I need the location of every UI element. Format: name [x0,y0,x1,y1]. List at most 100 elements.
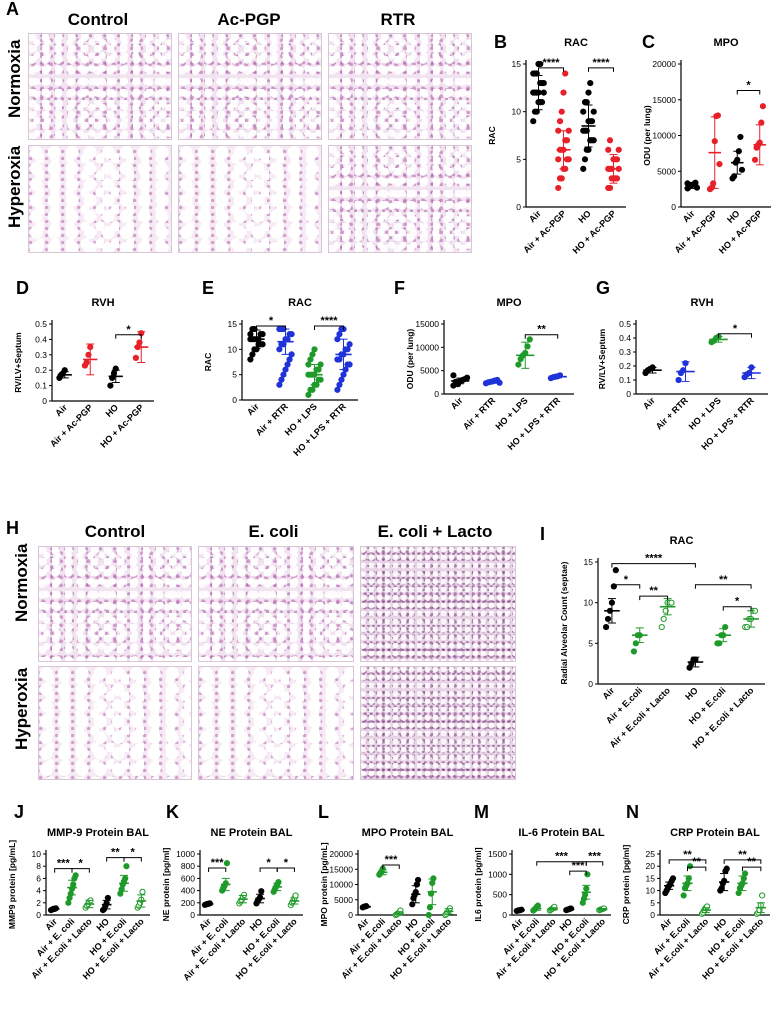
data-point [685,875,692,882]
y-tick-label: 0 [516,202,521,212]
panel-letter-a: A [6,0,19,19]
data-point [759,892,766,899]
histo-col-rtr: RTR [380,10,416,29]
data-point [307,356,314,363]
chart-c: C MPO 0 5000 10000 15000 20000 ODU (per lung) Ai… [642,32,771,256]
x-category-label: Air [245,401,261,417]
data-point [346,341,353,348]
chart-title: MPO [496,297,522,309]
significance-label: * [79,858,84,870]
significance-bracket [694,584,752,589]
data-point [309,386,316,393]
significance-label: *** [588,851,602,863]
y-tick-label: 15 [584,557,594,567]
chart-title: NE Protein BAL [211,827,293,839]
y-tick-label: 5000 [420,366,439,376]
data-point [315,366,322,373]
data-point [65,899,72,906]
y-tick-label: 0 [650,910,655,920]
significance-bracket [524,334,559,339]
data-point [275,878,282,886]
histo-col-ecoli: E. coli [248,522,299,541]
y-tick-label: 10 [512,107,522,117]
x-category-label: HO + LPS + RTR [291,401,348,458]
x-category-label: Air + RTR [461,395,498,432]
significance-label: *** [57,858,71,870]
data-point [425,911,432,919]
y-axis-label: ODU (per lung) [405,329,415,390]
data-point [590,108,597,115]
y-tick-label: 10 [584,598,594,608]
y-tick-label: 5 [588,638,593,648]
chart-title: MMP-9 Protein BAL [47,827,149,839]
significance-label: *** [385,854,399,866]
data-point [311,346,318,353]
histo-row-normoxia: Normoxia [5,39,24,118]
data-point [583,99,590,106]
data-point [72,872,79,879]
data-point [414,876,422,884]
significance-label: * [735,596,740,608]
x-category-label: HO [683,685,700,702]
significance-bracket [611,563,696,568]
y-tick-label: 15000 [652,95,676,105]
y-tick-label: 6 [36,873,41,883]
chart-l: L MPO Protein BAL 0 5000 10000 15000 20000MPO … [318,802,457,981]
y-tick-label: 0.2 [35,365,47,375]
data-point [662,607,669,614]
data-point [430,875,437,882]
panel-letter-d: D [16,278,29,298]
data-point [590,137,597,144]
chart-i: I RAC 0 5 10 15 Radial Alveolar Count (septae)… [540,524,765,750]
y-tick-label: 15 [512,59,522,69]
chart-title: IL-6 Protein BAL [518,827,604,839]
histology-image-control-hyperoxia [28,145,172,253]
data-point [580,165,587,172]
x-category-label: Air [527,208,543,224]
y-tick-label: 10 [32,849,42,859]
chart-title: RVH [690,297,713,309]
significance-bracket [123,857,142,862]
panel-letter-j: J [14,802,24,822]
histo-col-ecoli-lacto: E. coli + Lacto [377,522,493,541]
data-point [286,356,293,363]
y-axis-label: MPO protein [pg/mL] [319,842,329,926]
y-tick-label: 0.5 [619,319,631,329]
data-point [223,860,231,867]
data-point [658,623,665,631]
data-point [450,372,457,379]
y-tick-label: 15 [646,873,656,883]
y-axis-label: NE protein [pg/ml] [161,848,171,922]
panel-letter-k: K [166,802,179,822]
data-point [317,376,324,383]
data-point [632,640,639,647]
y-tick-label: 400 [181,886,195,896]
data-point [276,346,283,353]
x-category-label: HO [104,402,121,419]
data-point [563,137,571,144]
data-point [107,382,114,389]
significance-bracket [588,67,614,72]
significance-bracket [208,867,227,873]
y-tick-label: 0 [36,910,41,920]
data-point [558,175,565,182]
data-point [336,331,343,338]
data-point [334,336,341,343]
data-point [258,888,265,895]
y-tick-label: 600 [181,873,195,883]
y-axis-label: RV/LV+Septum [13,332,23,393]
data-point [122,875,129,882]
data-point [605,146,612,153]
data-point [540,79,547,87]
y-tick-label: 0 [502,910,507,920]
data-point [580,108,587,115]
chart-m: M IL-6 Protein BAL 0 500 1000 1500 IL6 protein… [473,802,611,981]
data-point [615,146,622,153]
data-point [305,391,312,399]
data-point [292,892,299,899]
data-point [533,70,540,77]
chart-title: MPO [713,37,739,49]
y-tick-label: 0.3 [619,347,631,357]
data-point [104,894,111,902]
y-tick-label: 5 [516,154,521,164]
